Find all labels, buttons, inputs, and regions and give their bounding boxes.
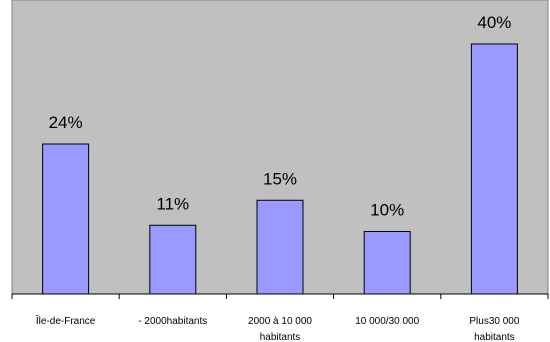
category-label: habitants	[260, 332, 301, 342]
bars-group	[42, 43, 518, 295]
bar-value-label: 24%	[49, 113, 83, 132]
bar	[363, 231, 411, 295]
value-labels-group: 24% 11% 15% 10% 40%	[49, 13, 512, 220]
x-axis-ticks	[11, 294, 549, 299]
bar	[470, 43, 518, 295]
category-label: 10 000/30 000	[355, 316, 419, 327]
category-label: Plus30 000	[469, 316, 519, 327]
bar-value-label: 11%	[156, 194, 189, 213]
bar-value-label: 15%	[263, 169, 297, 188]
bar-value-label: 40%	[477, 13, 511, 32]
category-label: habitants	[474, 332, 515, 342]
bar-value-label: 10%	[370, 201, 404, 220]
category-label: Île-de-France	[35, 314, 96, 327]
bar	[149, 224, 197, 295]
bar	[42, 143, 90, 295]
category-label: 2000 à 10 000	[248, 316, 312, 327]
category-labels-group: Île-de-France - 2000habitants 2000 à 10 00…	[35, 314, 520, 342]
category-label: - 2000habitants	[138, 316, 207, 327]
bar	[256, 199, 304, 295]
